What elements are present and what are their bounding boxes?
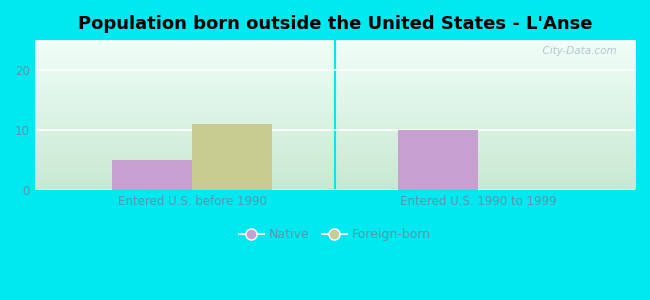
Bar bbox=[398, 130, 478, 190]
Bar bbox=[192, 124, 272, 190]
Text: City-Data.com: City-Data.com bbox=[536, 46, 617, 56]
Title: Population born outside the United States - L'Anse: Population born outside the United State… bbox=[77, 15, 592, 33]
Bar bbox=[112, 160, 192, 190]
Legend: Native, Foreign-born: Native, Foreign-born bbox=[234, 224, 436, 246]
